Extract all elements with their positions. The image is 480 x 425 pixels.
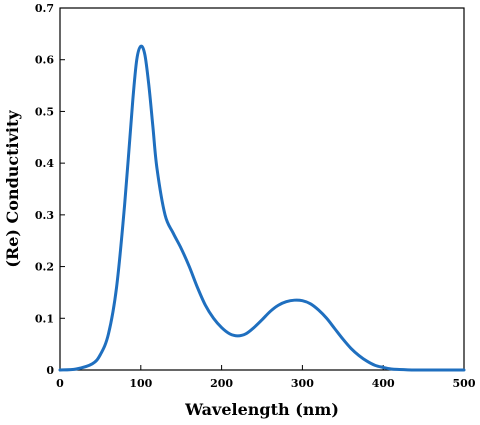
y-tick-label: 0 (46, 364, 54, 377)
y-axis-title: (Re) Conductivity (3, 110, 22, 268)
x-tick-label: 500 (453, 377, 476, 390)
x-tick-label: 300 (291, 377, 314, 390)
x-axis-title: Wavelength (nm) (184, 400, 339, 419)
x-tick-label: 0 (56, 377, 64, 390)
plot-frame (59, 7, 465, 371)
y-tick-label: 0.7 (35, 2, 54, 15)
y-tick-label: 0.6 (35, 54, 54, 67)
ticks-layer: 0 100 200 300 400 500 0 0.1 0.2 0.3 0.4 0.5 0.6 0.7 (35, 2, 476, 390)
y-tick-label: 0.1 (35, 312, 54, 325)
conductivity-series-line (58, 44, 466, 372)
x-tick-label: 400 (372, 377, 395, 390)
y-tick-label: 0.3 (35, 209, 54, 222)
y-tick-label: 0.4 (35, 157, 54, 170)
y-tick-label: 0.5 (35, 105, 54, 118)
x-tick-label: 100 (129, 377, 152, 390)
x-tick-label: 200 (210, 377, 233, 390)
y-tick-label: 0.2 (35, 261, 54, 274)
